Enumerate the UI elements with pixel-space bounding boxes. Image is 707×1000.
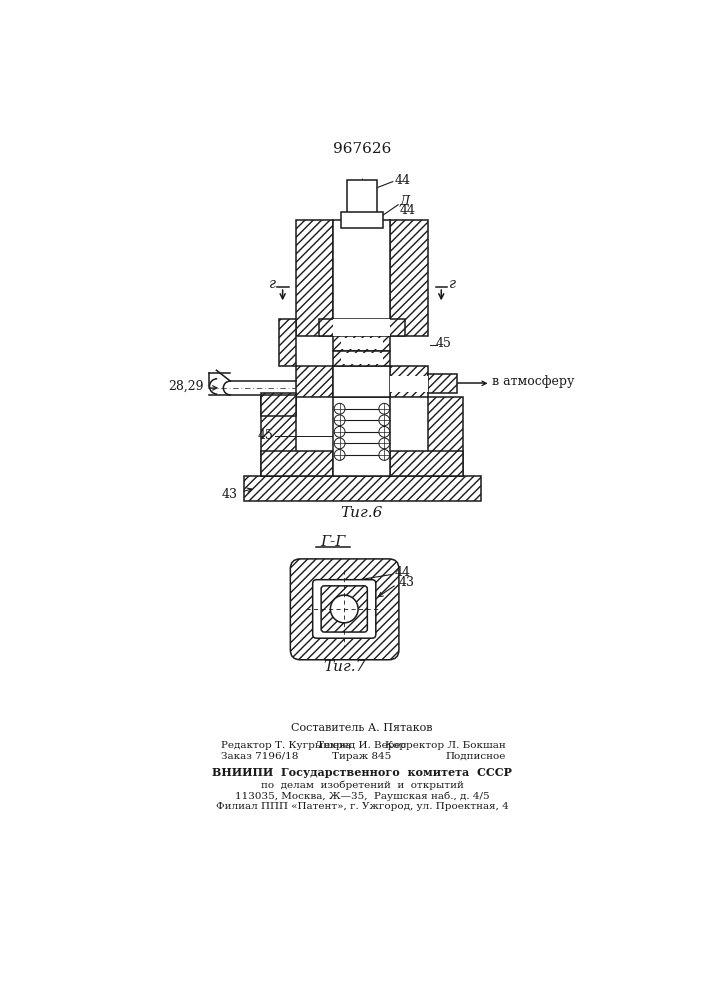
Text: Редактор Т. Кугрышева: Редактор Т. Кугрышева — [221, 741, 351, 750]
Bar — [390, 220, 428, 336]
Circle shape — [379, 426, 390, 437]
FancyBboxPatch shape — [312, 580, 376, 638]
Text: 45: 45 — [436, 337, 452, 350]
Text: 44: 44 — [395, 566, 410, 579]
Bar — [296, 366, 334, 397]
Text: Тираж 845: Тираж 845 — [332, 752, 392, 761]
Text: Подписное: Подписное — [445, 752, 506, 761]
Text: 967626: 967626 — [333, 142, 391, 156]
Text: Техред И. Верес: Техред И. Верес — [317, 741, 407, 750]
Text: 44: 44 — [399, 204, 416, 217]
Bar — [428, 374, 457, 393]
FancyBboxPatch shape — [291, 559, 399, 660]
Circle shape — [334, 403, 345, 414]
Circle shape — [330, 595, 358, 623]
Bar — [319, 319, 405, 336]
Text: Г-Г: Г-Г — [320, 535, 346, 549]
Circle shape — [334, 450, 345, 460]
Circle shape — [334, 426, 345, 437]
Bar — [334, 351, 390, 366]
FancyBboxPatch shape — [321, 586, 368, 632]
Text: ВНИИПИ  Государственного  комитета  СССР: ВНИИПИ Государственного комитета СССР — [212, 767, 512, 778]
Circle shape — [334, 415, 345, 426]
Bar — [428, 397, 463, 476]
Text: 45: 45 — [257, 429, 274, 442]
Text: Составитель А. Пятаков: Составитель А. Пятаков — [291, 723, 433, 733]
Bar — [347, 180, 377, 220]
Text: Филиал ППП «Патент», г. Ужгород, ул. Проектная, 4: Филиал ППП «Патент», г. Ужгород, ул. Про… — [216, 802, 508, 811]
Bar — [261, 397, 296, 405]
Text: в атмосферу: в атмосферу — [492, 375, 575, 388]
Bar — [334, 319, 390, 336]
Text: Τиг.7: Τиг.7 — [323, 660, 366, 674]
Text: 113035, Москва, Ж—35,  Раушская наб., д. 4/5: 113035, Москва, Ж—35, Раушская наб., д. … — [235, 791, 489, 801]
Text: Корректор Л. Бокшан: Корректор Л. Бокшан — [385, 741, 506, 750]
Circle shape — [379, 403, 390, 414]
Bar — [390, 451, 463, 476]
Text: Д: Д — [399, 195, 410, 208]
Text: 43: 43 — [222, 488, 238, 501]
Text: 43: 43 — [398, 576, 414, 589]
Text: Τиг.6: Τиг.6 — [341, 506, 383, 520]
Bar — [341, 353, 382, 364]
Bar — [244, 476, 481, 501]
Bar — [390, 366, 428, 397]
Text: г: г — [448, 277, 455, 291]
Bar — [334, 336, 390, 351]
Bar — [279, 319, 296, 366]
Bar — [341, 338, 382, 349]
Bar — [334, 397, 390, 476]
Bar — [261, 397, 296, 476]
Bar — [296, 220, 334, 336]
Circle shape — [334, 438, 345, 449]
Bar — [390, 376, 428, 392]
Bar — [261, 451, 334, 476]
Bar — [341, 212, 382, 228]
Circle shape — [379, 450, 390, 460]
Text: Заказ 7196/18: Заказ 7196/18 — [221, 752, 298, 761]
Circle shape — [379, 415, 390, 426]
Text: 28,29: 28,29 — [168, 380, 204, 393]
Bar — [261, 393, 296, 416]
Bar — [334, 366, 390, 397]
Text: 44: 44 — [395, 174, 410, 187]
Circle shape — [379, 438, 390, 449]
Text: г: г — [269, 277, 276, 291]
Bar — [334, 220, 390, 336]
Text: по  делам  изобретений  и  открытий: по делам изобретений и открытий — [260, 781, 463, 790]
